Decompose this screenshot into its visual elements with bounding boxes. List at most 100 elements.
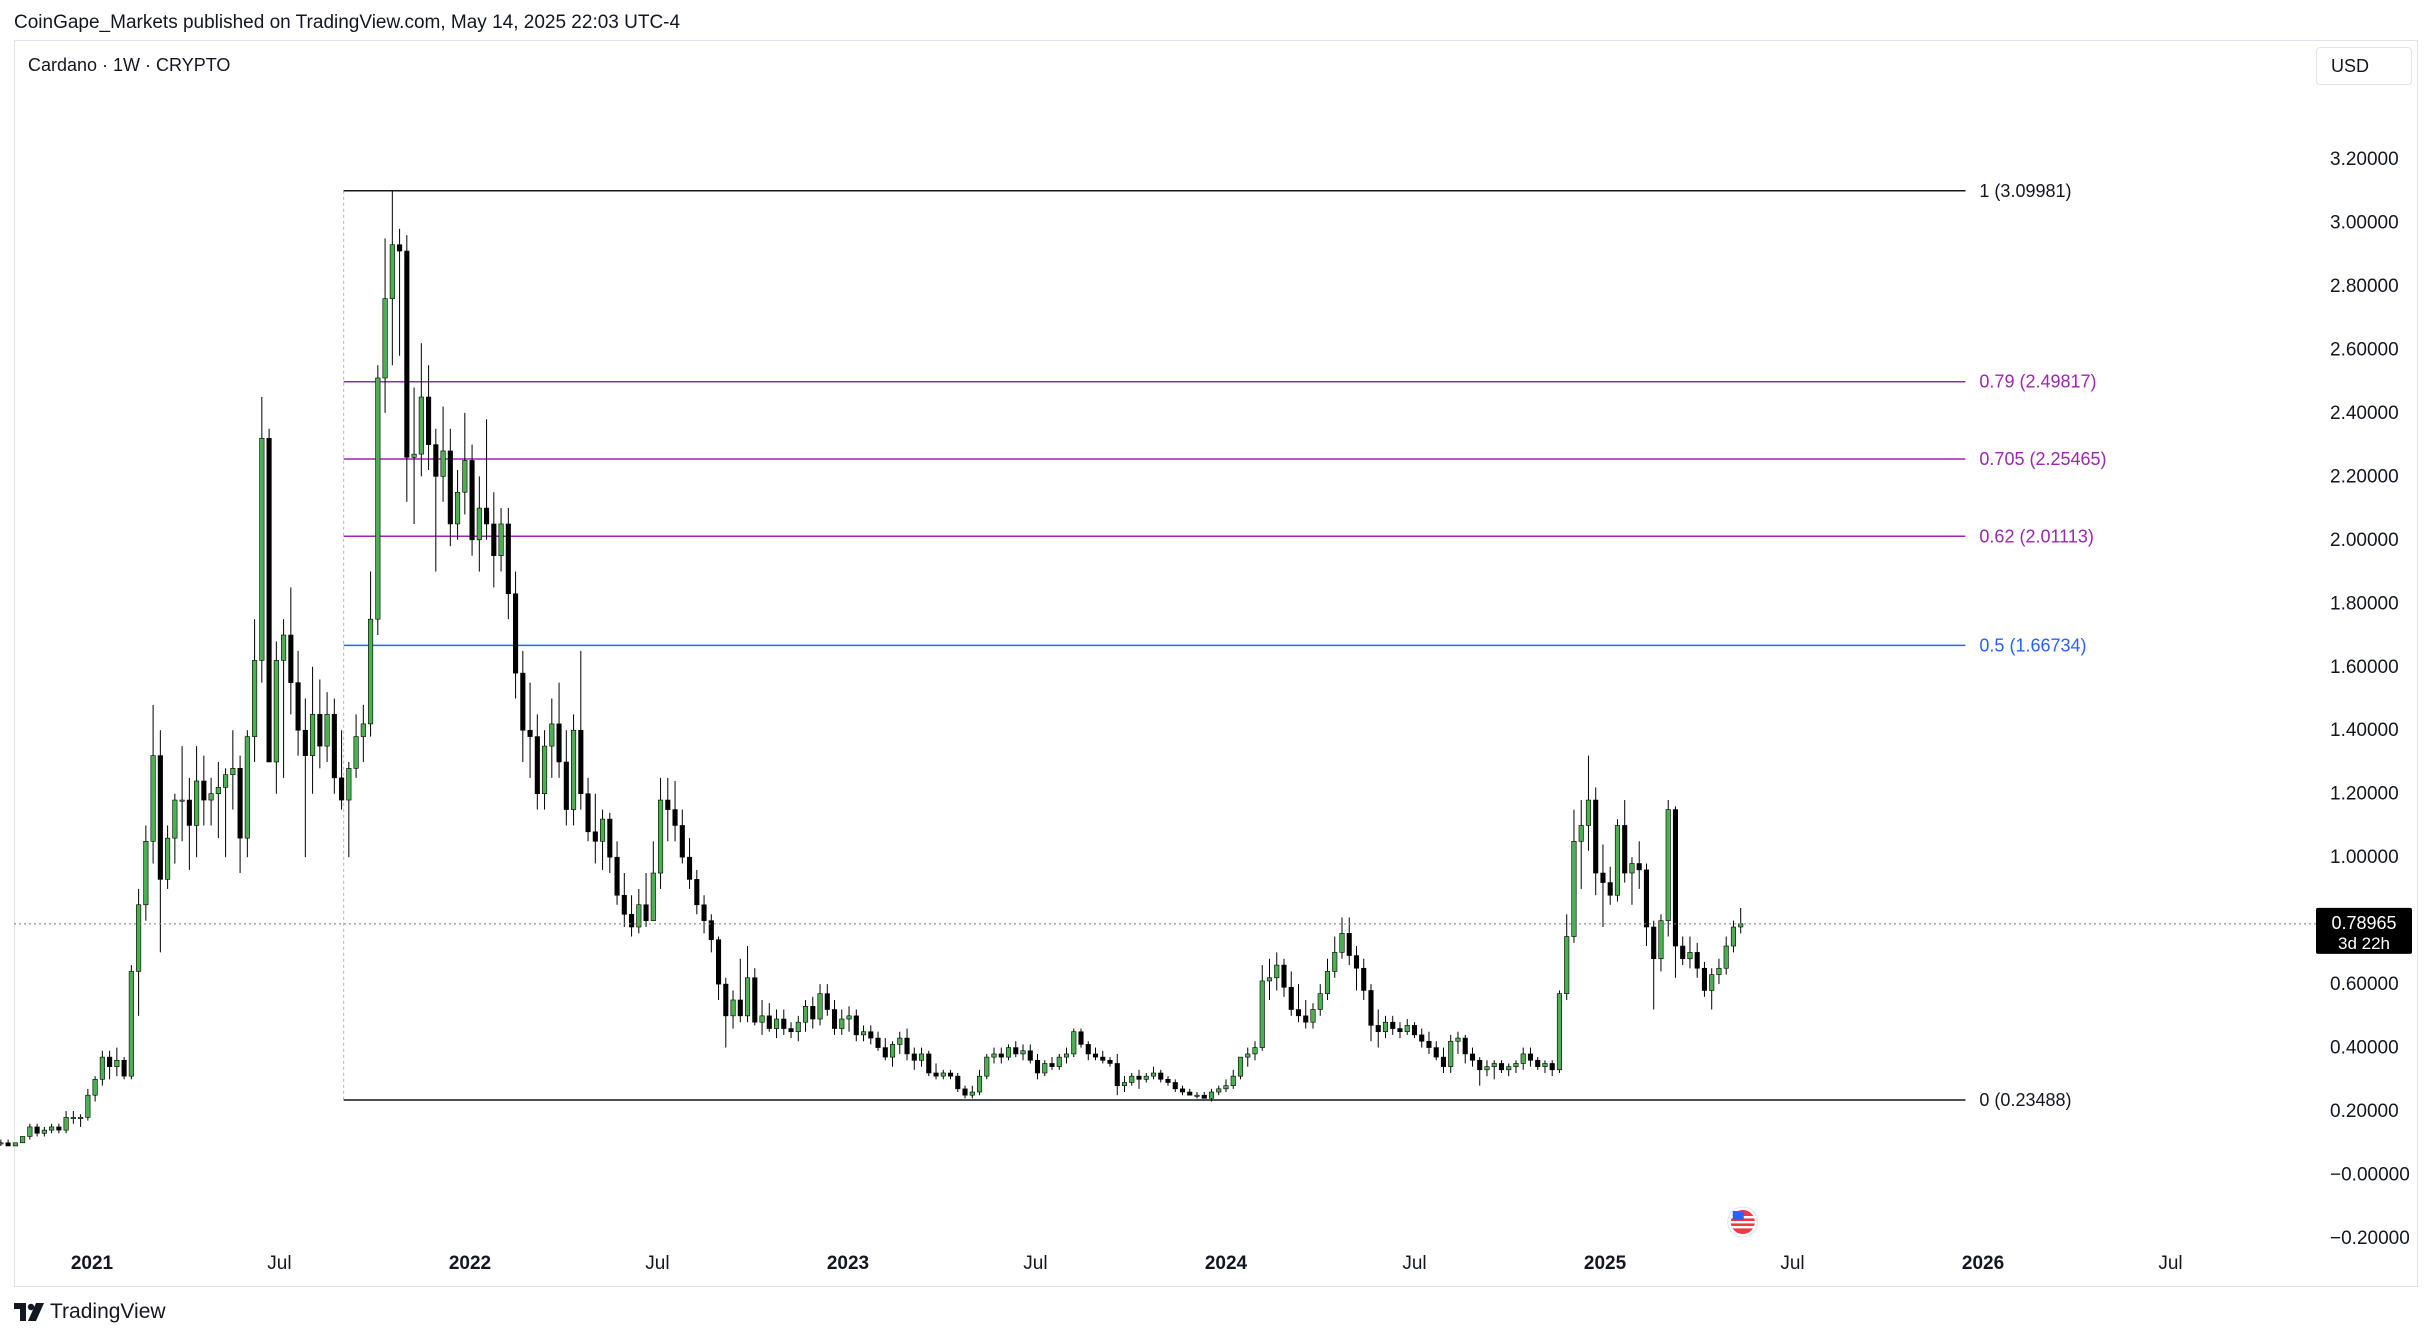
candle-up xyxy=(360,723,366,737)
candle-up xyxy=(1223,1085,1229,1090)
candle-down xyxy=(484,507,490,525)
candle-down xyxy=(426,396,432,445)
candle-down xyxy=(1527,1053,1534,1061)
y-tick-label: 3.00000 xyxy=(2330,212,2399,233)
candle-down xyxy=(1346,933,1352,956)
y-tick-label: 2.20000 xyxy=(2330,466,2399,487)
candle-up xyxy=(1332,952,1338,972)
candle-down xyxy=(1701,967,1708,991)
candle-up xyxy=(1216,1088,1222,1093)
candle-down xyxy=(201,780,207,801)
candle-up xyxy=(12,1142,18,1147)
candle-down xyxy=(1397,1028,1403,1033)
candle-down xyxy=(1027,1050,1033,1061)
candle-down xyxy=(672,809,678,826)
fib-level-label: 0.62 (2.01113) xyxy=(1979,526,2093,546)
candle-up xyxy=(1063,1053,1070,1058)
candle-up xyxy=(1404,1025,1410,1033)
candle-down xyxy=(433,444,439,477)
candle-down xyxy=(1498,1063,1505,1071)
candle-up xyxy=(165,837,171,880)
candle-down xyxy=(1295,1009,1302,1017)
candle-up xyxy=(969,1091,975,1096)
candle-up xyxy=(1143,1075,1149,1080)
candle-up xyxy=(1194,1094,1200,1097)
y-tick-label: −0.00000 xyxy=(2330,1165,2410,1186)
candle-up xyxy=(795,1021,801,1033)
x-tick-label: 2025 xyxy=(1584,1253,1627,1274)
candle-down xyxy=(1411,1025,1418,1036)
candle-up xyxy=(70,1117,76,1119)
candle-down xyxy=(1390,1021,1396,1029)
candle-down xyxy=(491,523,497,556)
candle-up xyxy=(252,660,258,737)
candle-down xyxy=(592,831,598,842)
symbol-title[interactable]: Cardano · 1W · CRYPTO xyxy=(28,55,231,75)
candle-down xyxy=(1179,1088,1186,1093)
fib-level-label: 0 (0.23488) xyxy=(1979,1090,2071,1110)
candle-down xyxy=(926,1053,932,1074)
candle-down xyxy=(1375,1025,1381,1033)
candle-down xyxy=(121,1059,127,1077)
candle-down xyxy=(955,1075,961,1090)
candle-up xyxy=(498,523,504,556)
candle-down xyxy=(788,1028,794,1033)
candle-down xyxy=(810,1006,816,1020)
candle-down xyxy=(1165,1079,1171,1083)
candle-up xyxy=(1491,1063,1497,1067)
candle-up xyxy=(984,1056,990,1077)
x-tick-label: Jul xyxy=(1402,1253,1426,1274)
candle-down xyxy=(447,450,453,525)
candle-down xyxy=(1114,1063,1120,1086)
candle-up xyxy=(940,1072,946,1077)
candle-down xyxy=(1600,872,1606,883)
candle-down xyxy=(56,1126,62,1131)
tradingview-brand[interactable]: TradingView xyxy=(14,1300,166,1324)
candle-down xyxy=(1368,990,1374,1026)
currency-button[interactable]: USD xyxy=(2316,47,2412,85)
candle-up xyxy=(99,1056,105,1080)
candle-up xyxy=(1665,809,1671,921)
candle-down xyxy=(933,1072,939,1077)
candle-up xyxy=(375,377,381,620)
candle-up xyxy=(310,714,316,756)
y-tick-label: 2.80000 xyxy=(2330,276,2399,297)
candle-down xyxy=(1477,1059,1483,1071)
candle-down xyxy=(469,460,475,541)
candle-up xyxy=(455,491,461,525)
y-tick-label: 2.40000 xyxy=(2330,403,2399,424)
candle-up xyxy=(215,787,221,795)
candle-up xyxy=(208,793,214,801)
candle-up xyxy=(759,1015,765,1023)
y-tick-label: 1.20000 xyxy=(2330,784,2399,805)
x-tick-label: 2022 xyxy=(449,1253,491,1274)
candle-down xyxy=(737,999,743,1017)
candle-down xyxy=(288,634,294,683)
candle-up xyxy=(1723,945,1729,969)
candle-down xyxy=(397,244,403,252)
brand-name: TradingView xyxy=(50,1300,166,1323)
candle-up xyxy=(411,453,417,458)
candle-down xyxy=(1462,1037,1468,1055)
candle-up xyxy=(382,298,388,379)
candle-down xyxy=(694,879,700,906)
candle-up xyxy=(1455,1037,1461,1042)
candle-up xyxy=(1129,1075,1135,1083)
candle-up xyxy=(658,799,664,874)
candle-up xyxy=(744,977,751,1017)
candle-up xyxy=(817,993,823,1020)
candle-down xyxy=(831,1009,838,1029)
candle-down xyxy=(1107,1059,1113,1064)
candle-down xyxy=(868,1031,874,1039)
candle-up xyxy=(1310,1009,1316,1023)
candle-up xyxy=(1266,977,1273,982)
candle-up xyxy=(440,450,446,477)
candle-up xyxy=(730,999,736,1017)
candle-up xyxy=(918,1053,925,1061)
candle-up xyxy=(802,1006,809,1023)
candle-down xyxy=(157,755,163,880)
candle-down xyxy=(708,920,714,940)
candle-up xyxy=(1513,1063,1519,1067)
candle-down xyxy=(607,818,613,858)
